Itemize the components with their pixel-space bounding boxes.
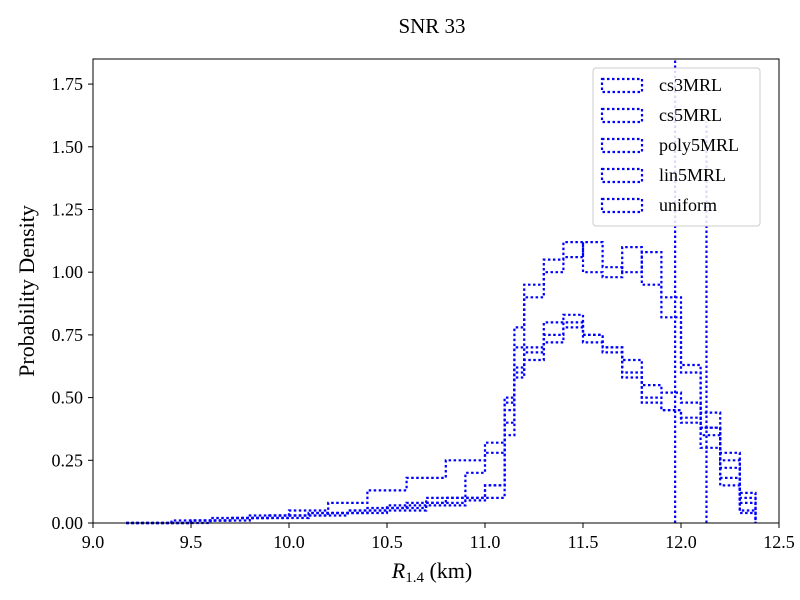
x-tick-label: 10.5 (371, 532, 403, 552)
x-tick-label: 9.5 (180, 532, 203, 552)
series-uniform (126, 321, 757, 525)
legend-swatch (600, 137, 644, 154)
x-axis: 9.0 9.5 10.0 10.5 11.0 11.5 12.0 12.5 (82, 523, 795, 552)
legend-swatch (600, 77, 644, 94)
legend-label: uniform (659, 195, 717, 215)
series-lin5MRL (126, 313, 757, 525)
legend-swatch (600, 107, 644, 124)
x-tick-label: 11.5 (568, 532, 599, 552)
legend-label: poly5MRL (659, 135, 739, 155)
legend: cs3MRL cs5MRL poly5MRL lin5MRL uniform (592, 67, 761, 227)
legend-label: cs3MRL (659, 75, 722, 95)
series-layer (126, 59, 757, 525)
y-tick-label: 1.50 (52, 137, 84, 157)
x-tick-label: 11.0 (470, 532, 501, 552)
series-cs3MRL (126, 241, 757, 525)
legend-frame (592, 67, 761, 227)
x-axis-label: R1.4 (km) (391, 558, 472, 586)
chart-title: SNR 33 (398, 14, 465, 38)
x-tick-label: 10.0 (273, 532, 305, 552)
y-axis-label: Probability Density (14, 205, 39, 377)
y-tick-label: 0.75 (52, 325, 84, 345)
legend-swatch (600, 167, 644, 184)
legend-swatch (600, 197, 644, 214)
legend-label: lin5MRL (659, 165, 726, 185)
legend-label: cs5MRL (659, 105, 722, 125)
x-tick-label: 9.0 (82, 532, 105, 552)
y-tick-label: 0.50 (52, 388, 84, 408)
y-tick-label: 0.00 (52, 513, 84, 533)
y-tick-label: 1.75 (52, 74, 84, 94)
plot-frame (92, 58, 780, 524)
y-tick-label: 1.25 (52, 199, 84, 219)
x-tick-label: 12.5 (763, 532, 795, 552)
x-tick-label: 12.0 (665, 532, 697, 552)
y-tick-label: 1.00 (52, 262, 84, 282)
y-axis: 0.00 0.25 0.50 0.75 1.00 1.25 1.50 1.75 (52, 74, 93, 533)
y-tick-label: 0.25 (52, 450, 84, 470)
